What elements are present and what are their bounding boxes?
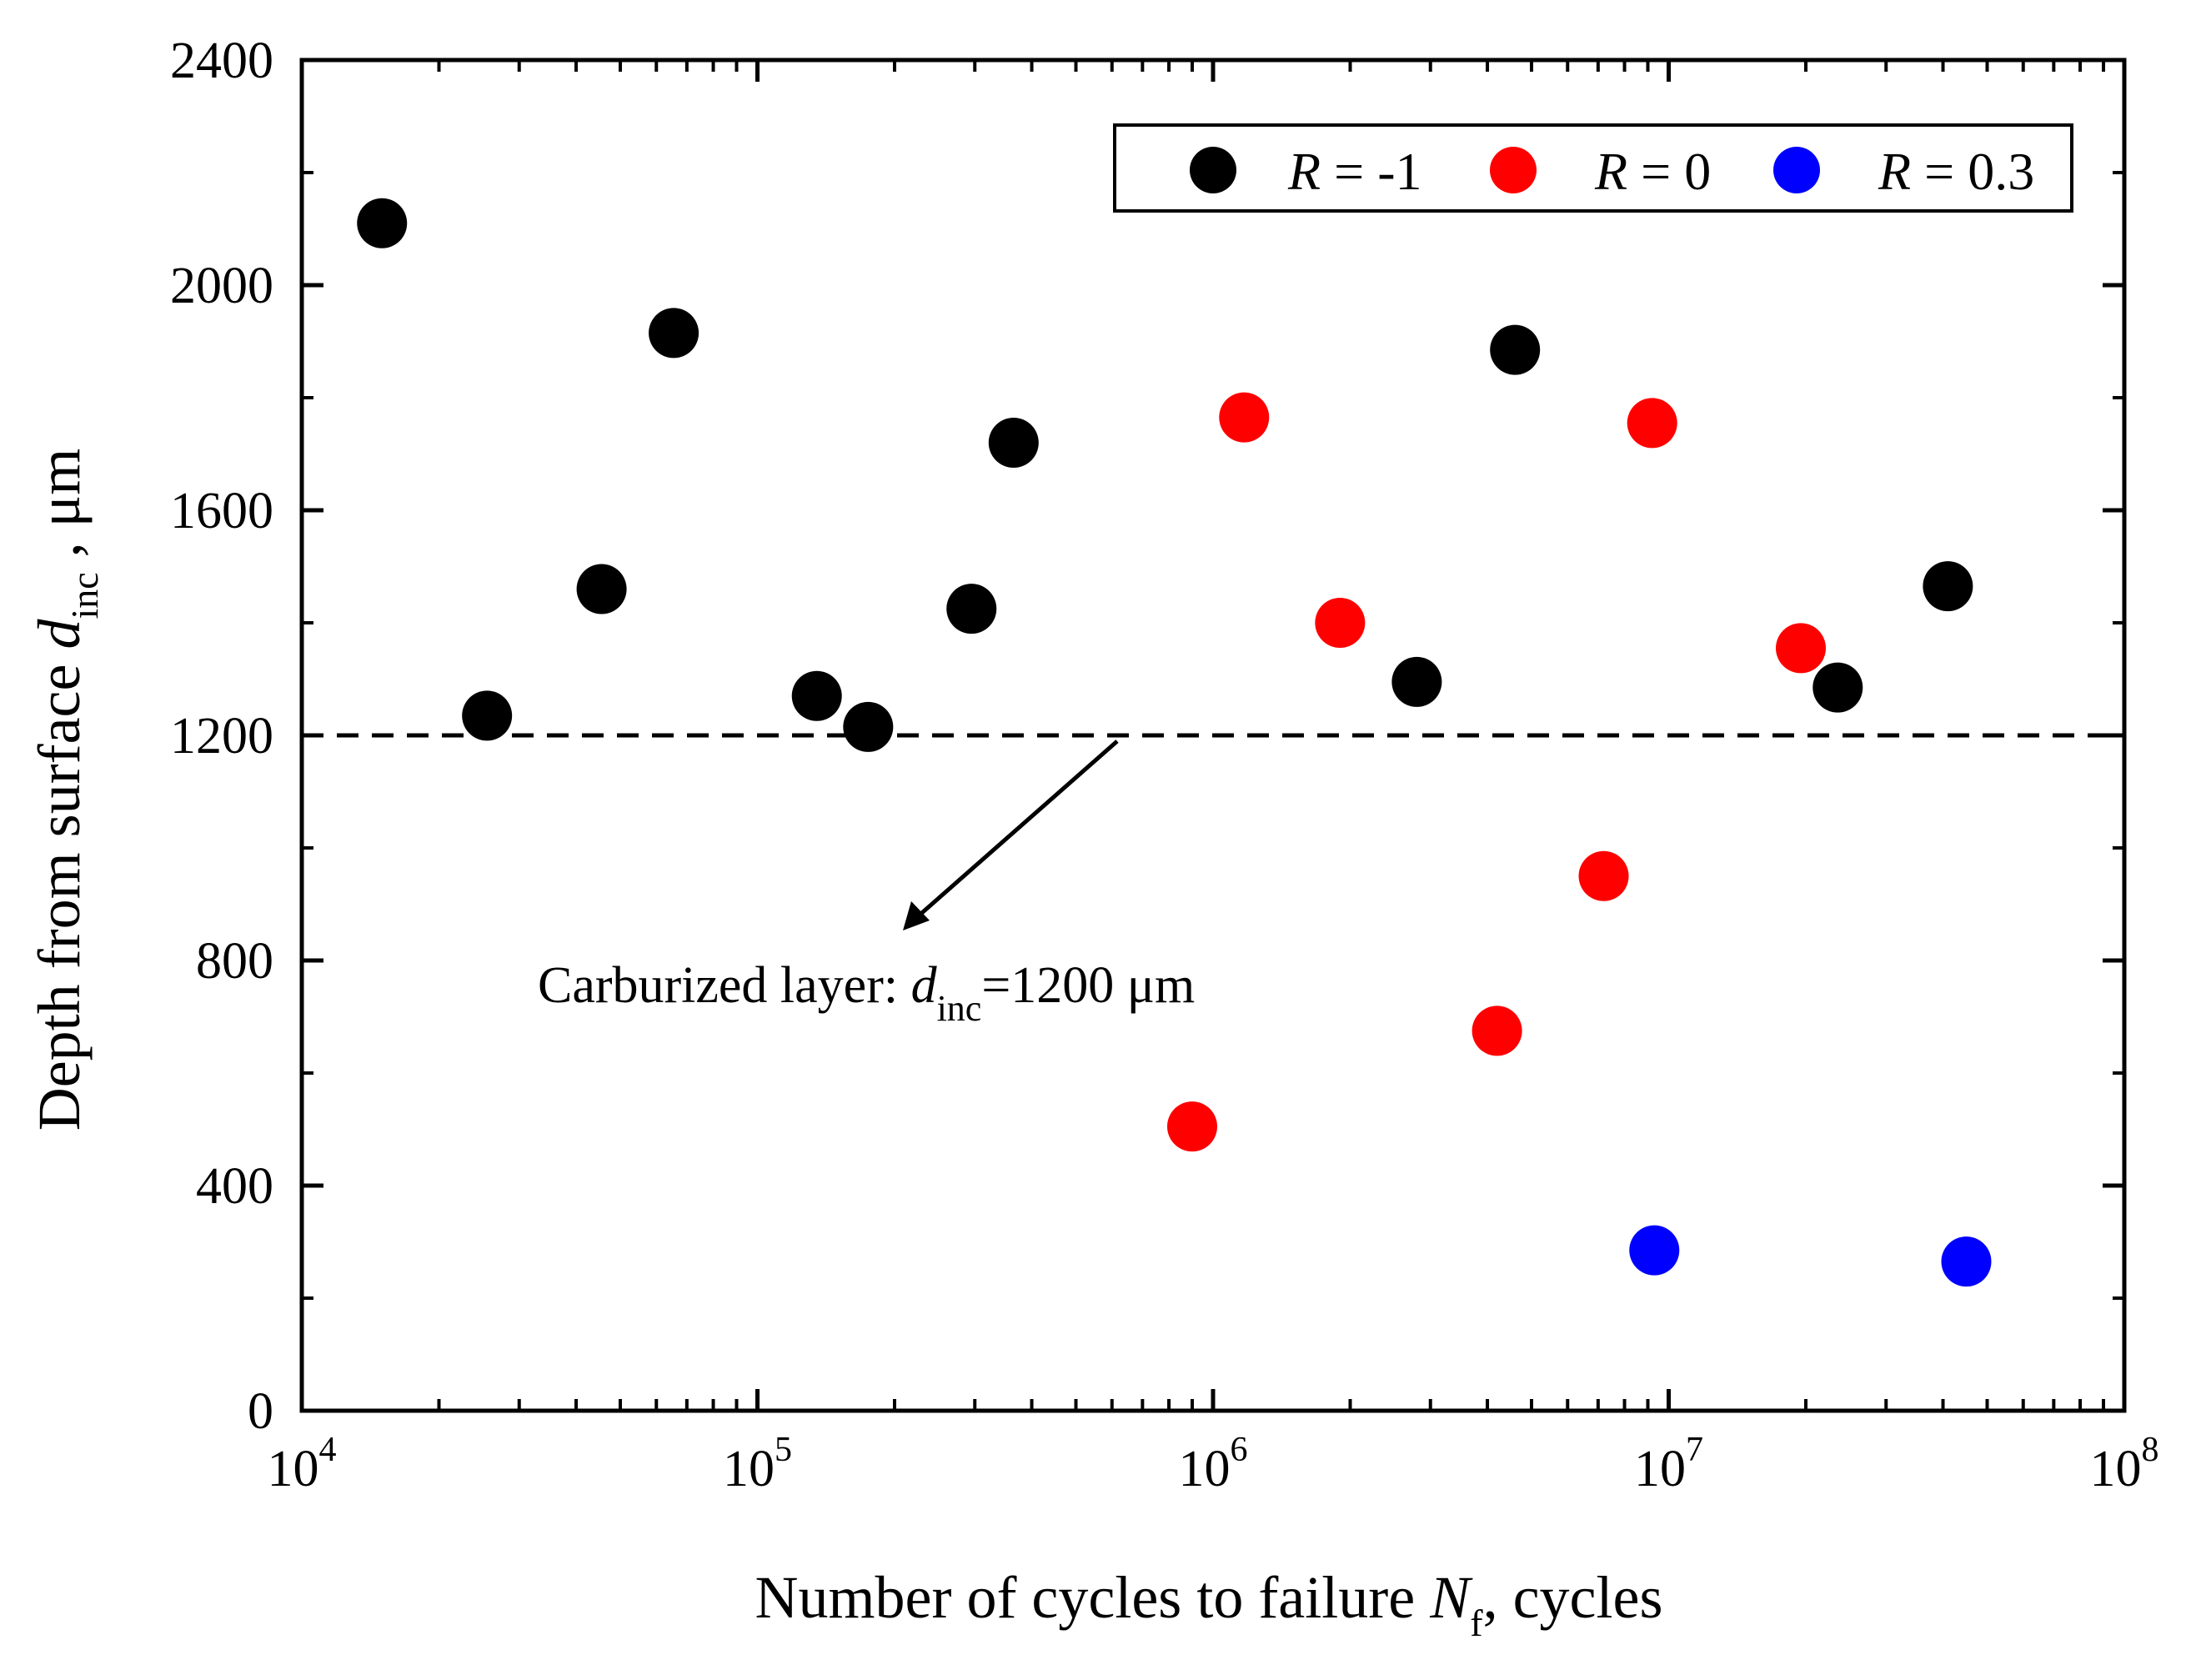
x-tick-base: 10 <box>723 1441 775 1497</box>
axis-ticks <box>299 58 2127 1413</box>
y-tick-label: 2000 <box>170 258 273 314</box>
data-point-series-2 <box>1941 1236 1992 1287</box>
data-point-series-0 <box>946 584 997 634</box>
data-point-series-1 <box>1472 1005 1522 1056</box>
legend-box <box>1113 123 2073 213</box>
x-tick-exponent: 7 <box>1686 1431 1703 1469</box>
annotation-arrowhead <box>903 901 930 930</box>
legend-label-r-0-3: R = 0.3 <box>1878 142 2034 201</box>
data-point-series-0 <box>357 198 408 248</box>
data-point-series-1 <box>1315 598 1366 648</box>
legend-label-r-minus1: R = -1 <box>1287 142 1422 201</box>
x-tick-exponent: 4 <box>319 1431 337 1469</box>
y-tick-label: 0 <box>248 1383 273 1440</box>
data-point-series-0 <box>649 308 699 359</box>
x-tick-label: 104 <box>268 1431 337 1497</box>
x-tick-base: 10 <box>1634 1441 1686 1497</box>
carburized-annotation: Carburized layer: dinc=1200 μm <box>538 740 1195 1029</box>
x-tick-base: 10 <box>268 1441 319 1497</box>
x-tick-base: 10 <box>1179 1441 1231 1497</box>
data-point-series-0 <box>462 690 513 741</box>
legend-marker-r-minus1 <box>1190 147 1236 193</box>
x-tick-label: 105 <box>723 1431 792 1497</box>
x-tick-base: 10 <box>2090 1441 2142 1497</box>
legend-label-r-0: R = 0 <box>1594 142 1711 201</box>
data-point-series-1 <box>1578 850 1629 901</box>
data-point-series-1 <box>1219 392 1270 443</box>
y-tick-label: 800 <box>196 933 273 990</box>
data-point-series-0 <box>843 701 894 752</box>
x-axis-title: Number of cycles to failure Nf, cycles <box>755 1564 1663 1644</box>
data-point-series-0 <box>576 564 627 614</box>
data-point-series-0 <box>1923 561 1973 612</box>
x-tick-label: 108 <box>2090 1431 2159 1497</box>
y-tick-label: 2400 <box>170 33 273 89</box>
y-tick-label: 400 <box>196 1158 273 1215</box>
annotation-arrow-line <box>915 740 1119 919</box>
data-point-series-0 <box>791 670 842 721</box>
legend-marker-r-0-3 <box>1773 147 1820 193</box>
data-points <box>357 198 1992 1287</box>
x-tick-label: 107 <box>1634 1431 1703 1497</box>
data-point-series-1 <box>1166 1101 1217 1152</box>
x-tick-label: 106 <box>1179 1431 1248 1497</box>
data-point-series-0 <box>1391 656 1442 707</box>
x-tick-exponent: 5 <box>775 1431 792 1469</box>
x-tick-exponent: 8 <box>2142 1431 2159 1469</box>
y-axis-title: Depth from surface dinc , μm <box>26 449 106 1131</box>
data-point-series-0 <box>988 418 1039 468</box>
data-point-series-2 <box>1629 1225 1680 1276</box>
y-tick-label: 1200 <box>170 708 273 765</box>
annotation-text: Carburized layer: dinc=1200 μm <box>538 957 1195 1029</box>
legend-marker-r-0 <box>1490 147 1537 193</box>
data-point-series-1 <box>1627 398 1677 449</box>
data-point-series-0 <box>1490 324 1541 375</box>
legend: R = -1 R = 0 R = 0.3 <box>1113 123 2073 213</box>
y-tick-label: 1600 <box>170 483 273 539</box>
data-point-series-0 <box>1812 662 1863 713</box>
x-tick-exponent: 6 <box>1231 1431 1248 1469</box>
data-point-series-1 <box>1776 623 1827 674</box>
